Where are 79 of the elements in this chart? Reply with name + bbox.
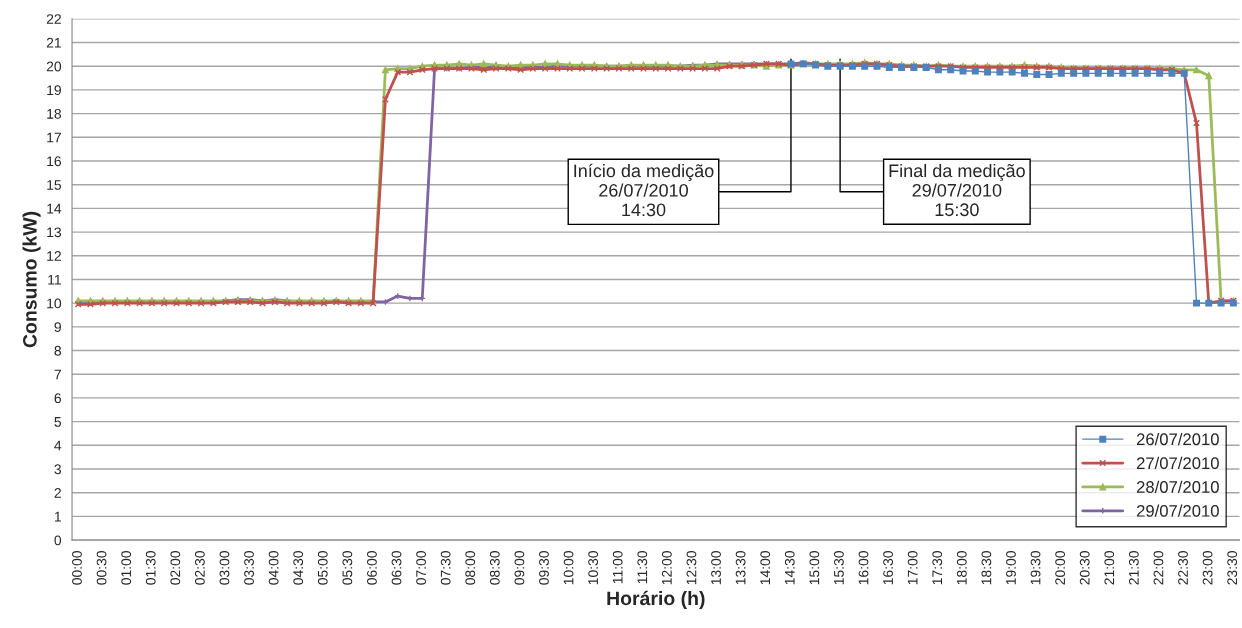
x-tick-label: 19:30 xyxy=(1030,551,1041,585)
x-tick-label: 08:00 xyxy=(465,551,476,585)
x-tick-label: 16:00 xyxy=(858,551,869,585)
x-tick-label: 21:00 xyxy=(1104,551,1115,585)
x-tick-label: 12:00 xyxy=(661,551,672,585)
x-tick-label: 21:30 xyxy=(1128,551,1139,585)
legend-label: 27/07/2010 xyxy=(1136,456,1219,470)
y-tick-label: 20 xyxy=(46,61,62,72)
x-tick-label: 00:30 xyxy=(96,551,107,585)
x-tick-label: 15:00 xyxy=(809,551,820,585)
x-tick-label: 10:00 xyxy=(563,551,574,585)
x-tick-label: 17:30 xyxy=(932,551,943,585)
y-tick-label: 0 xyxy=(54,535,62,546)
x-tick-label: 05:30 xyxy=(342,551,353,585)
annotation: Final da medição 29/07/2010 15:30 xyxy=(889,163,1025,217)
x-tick-label: 07:30 xyxy=(440,551,451,585)
x-tick-label: 14:00 xyxy=(760,551,771,585)
y-tick-label: 13 xyxy=(47,227,62,238)
x-tick-label: 15:30 xyxy=(834,551,844,585)
y-tick-label: 22 xyxy=(46,14,61,24)
x-tick-label: 18:00 xyxy=(956,551,967,585)
annotation: Início da medição 26/07/2010 14:30 xyxy=(574,163,714,217)
y-tick-label: 1 xyxy=(54,511,61,522)
x-tick-label: 04:00 xyxy=(268,551,279,585)
x-tick-label: 17:00 xyxy=(907,551,918,585)
legend-label: 28/07/2010 xyxy=(1136,480,1219,493)
y-tick-label: 8 xyxy=(54,345,62,356)
x-tick-label: 16:30 xyxy=(883,551,893,585)
y-tick-label: 12 xyxy=(47,251,61,261)
y-tick-label: 10 xyxy=(47,298,62,309)
y-tick-label: 16 xyxy=(47,156,62,167)
x-tick-label: 01:00 xyxy=(121,551,132,585)
x-tick-label: 06:30 xyxy=(391,551,402,585)
y-tick-label: 5 xyxy=(54,417,62,427)
x-tick-label: 05:00 xyxy=(317,551,328,585)
x-tick-label: 13:00 xyxy=(711,551,721,585)
y-tick-label: 4 xyxy=(54,440,62,451)
x-tick-label: 03:30 xyxy=(244,551,254,585)
y-tick-label: 14 xyxy=(47,203,62,214)
x-tick-label: 02:30 xyxy=(194,551,205,585)
x-tick-label: 00:00 xyxy=(72,551,82,585)
legend-label: 29/07/2010 xyxy=(1136,504,1219,517)
x-tick-label: 14:30 xyxy=(784,551,795,585)
x-axis-title: Horário (h) xyxy=(607,590,705,610)
x-tick-label: 11:00 xyxy=(612,551,623,584)
x-tick-label: 18:30 xyxy=(981,551,992,585)
x-tick-label: 23:30 xyxy=(1227,551,1238,585)
y-tick-label: 2 xyxy=(54,488,61,498)
x-tick-label: 04:30 xyxy=(293,551,304,585)
x-tick-label: 20:30 xyxy=(1079,551,1090,585)
x-tick-label: 11:30 xyxy=(637,551,648,584)
y-tick-label: 11 xyxy=(48,274,61,285)
y-tick-label: 9 xyxy=(54,322,61,333)
x-tick-label: 22:30 xyxy=(1178,551,1188,585)
x-tick-label: 19:00 xyxy=(1006,551,1016,585)
y-axis-title: Consumo (kW) xyxy=(22,211,41,348)
x-tick-label: 22:00 xyxy=(1153,551,1164,585)
y-tick-label: 7 xyxy=(54,369,61,380)
x-tick-label: 10:30 xyxy=(588,551,599,585)
y-tick-label: 17 xyxy=(47,132,61,143)
x-tick-label: 02:00 xyxy=(170,551,181,585)
x-tick-label: 23:00 xyxy=(1202,551,1213,585)
y-tick-label: 21 xyxy=(46,37,61,48)
x-tick-label: 06:00 xyxy=(367,551,377,585)
legend-label: 26/07/2010 xyxy=(1136,432,1219,446)
y-tick-label: 6 xyxy=(54,393,62,404)
x-tick-label: 12:30 xyxy=(686,551,697,585)
x-tick-label: 20:00 xyxy=(1055,551,1066,585)
x-tick-label: 01:30 xyxy=(145,551,156,585)
y-tick-label: 19 xyxy=(47,85,61,96)
x-tick-label: 03:00 xyxy=(219,551,230,585)
y-tick-label: 18 xyxy=(47,108,62,119)
y-tick-label: 3 xyxy=(54,464,62,475)
x-tick-label: 07:00 xyxy=(416,551,427,585)
y-tick-label: 15 xyxy=(47,180,62,190)
x-tick-label: 13:30 xyxy=(735,551,746,585)
x-tick-label: 08:30 xyxy=(489,551,500,585)
x-tick-label: 09:30 xyxy=(539,551,549,585)
x-tick-label: 09:00 xyxy=(514,551,525,585)
